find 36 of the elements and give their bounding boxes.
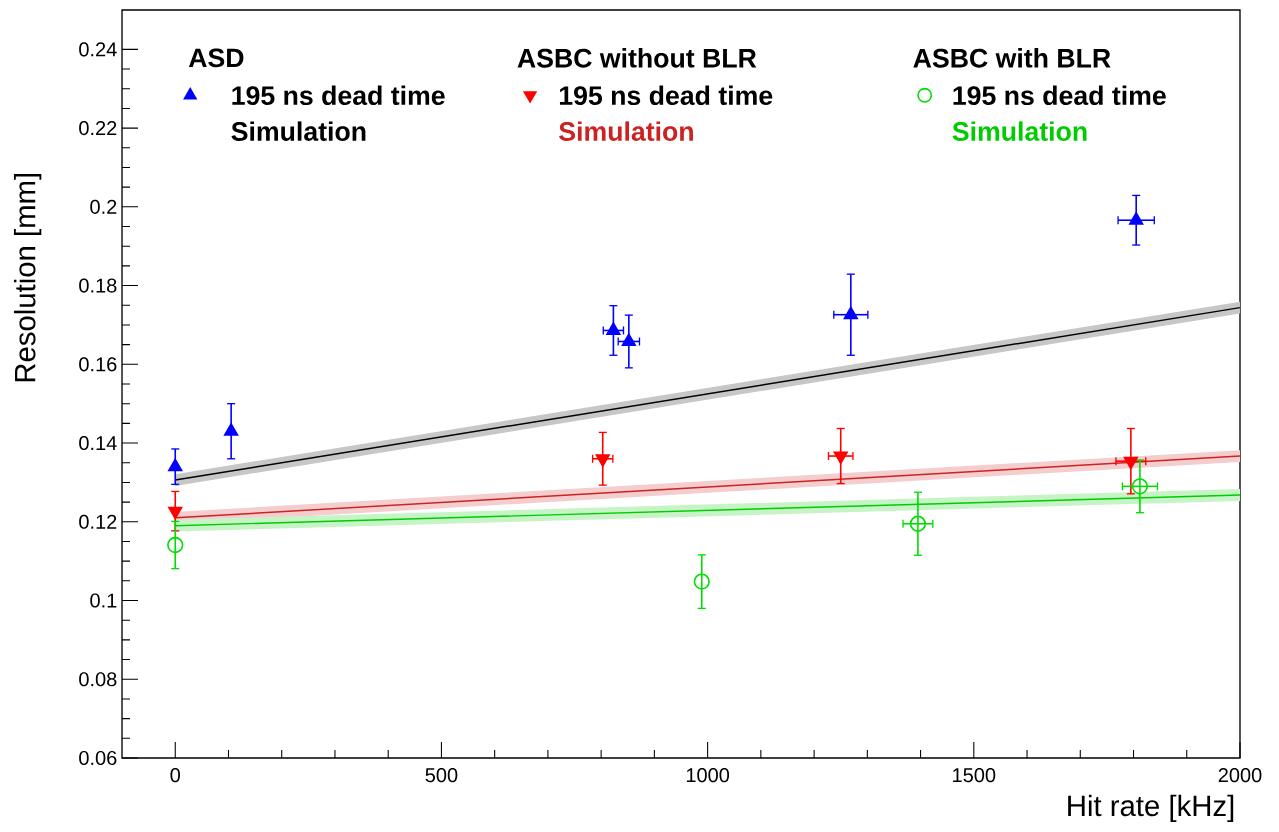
point	[843, 306, 858, 320]
x-axis-title: Hit rate [kHz]	[1068, 794, 1234, 823]
x-tick-label: 500	[425, 768, 458, 783]
point	[606, 322, 621, 335]
y-axis-title: Resolution [mm]	[13, 173, 42, 382]
x-tick-label: 1500	[953, 768, 996, 783]
y-tick-label: 0.12	[79, 514, 117, 529]
y-tick-label: 0.1	[90, 593, 117, 608]
point	[223, 423, 239, 436]
y-tick-label: 0.08	[79, 672, 117, 687]
annotation: ASD	[188, 48, 244, 68]
text: Simulation	[952, 121, 1087, 141]
text: Simulation	[559, 121, 693, 141]
legend-label: 195 ns dead time	[953, 85, 1166, 106]
y-tick-label: 0.14	[79, 435, 117, 451]
point	[621, 333, 636, 346]
legend-label: 195 ns dead time	[232, 85, 445, 106]
point	[1129, 212, 1144, 225]
x-tick-label: 2000	[1218, 768, 1262, 783]
x-tick-label: 0	[170, 768, 181, 783]
legend-label: 195 ns dead time	[559, 85, 773, 106]
annotation: ASBC without BLR	[517, 48, 757, 68]
annotation: ASBC with BLR	[913, 48, 1111, 68]
point	[168, 458, 183, 472]
y-tick-label: 0.18	[79, 278, 117, 293]
y-tick-label: 0.06	[79, 750, 117, 766]
point	[693, 573, 710, 590]
x-tick-label: 1000	[686, 768, 730, 783]
y-tick-label: 0.24	[79, 42, 117, 57]
y-tick-label: 0.2	[90, 199, 117, 214]
point	[1131, 478, 1149, 495]
y-tick-label: 0.16	[79, 357, 117, 372]
y-tick-label: 0.22	[79, 121, 117, 136]
text: Simulation	[231, 121, 366, 141]
point	[909, 515, 927, 532]
point	[167, 536, 184, 554]
